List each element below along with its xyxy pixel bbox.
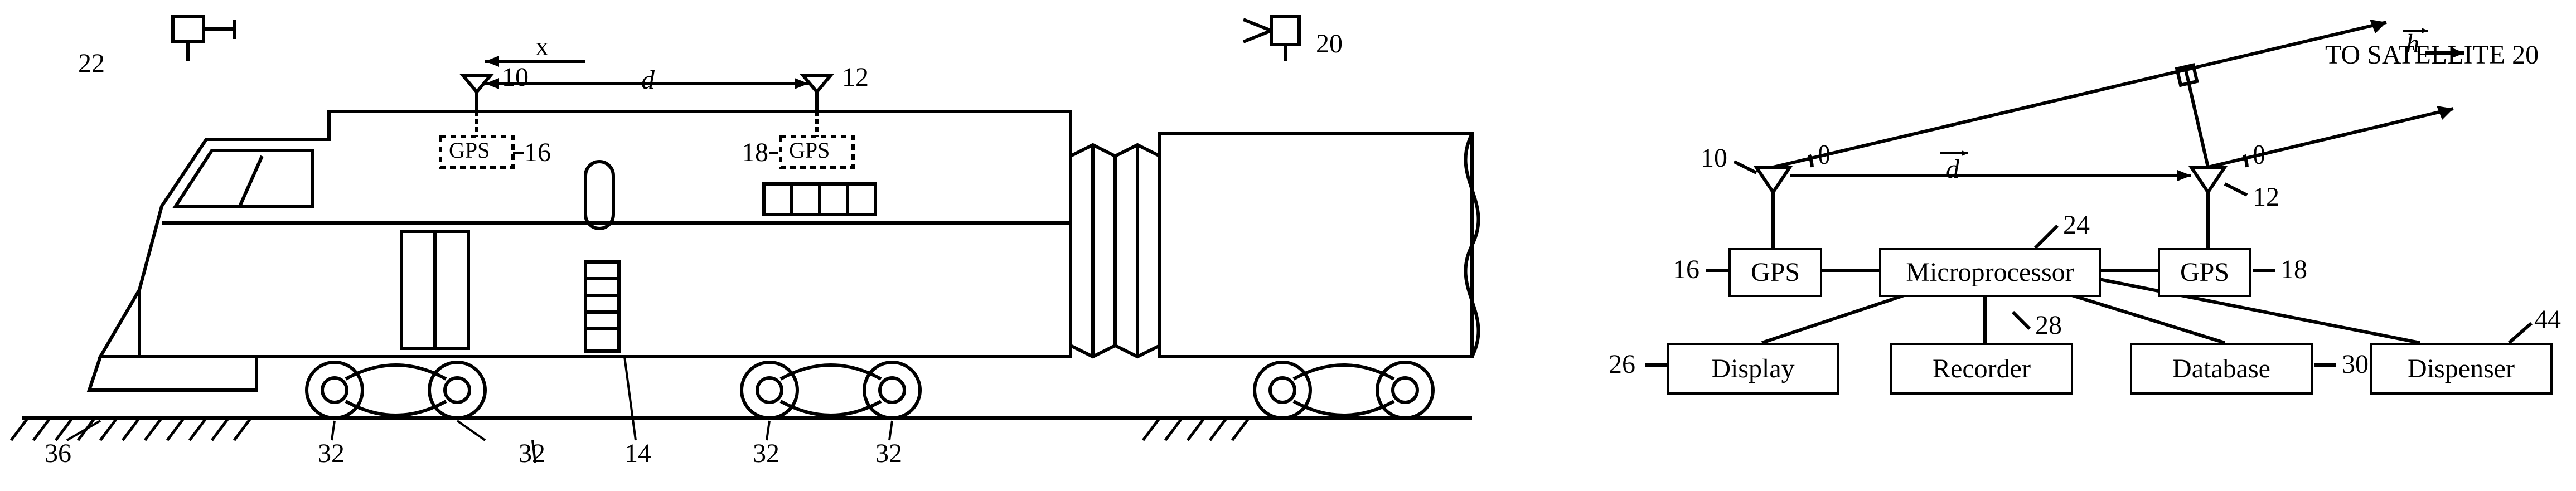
label-d-vec: d — [1946, 156, 1959, 183]
label-ant-right-ref: 12 — [2253, 184, 2279, 211]
label-theta-left: θ — [1818, 142, 1831, 169]
database-box: Database — [2130, 343, 2313, 395]
label-gps-right-ref2: 18 — [2280, 256, 2307, 283]
label-dispenser-ref: 44 — [2534, 307, 2561, 333]
label-display-ref: 26 — [1609, 351, 1635, 378]
label-micro-ref: 24 — [2063, 212, 2090, 239]
label-theta-right: θ — [2253, 142, 2265, 169]
gps-right-box: GPS — [2158, 248, 2251, 297]
block-diagram — [0, 0, 2576, 491]
microprocessor-box: Microprocessor — [1879, 248, 2101, 297]
label-gps-left-ref2: 16 — [1673, 256, 1699, 283]
display-box: Display — [1667, 343, 1839, 395]
label-h-vec: h — [2406, 31, 2419, 57]
label-to-satellite: TO SATELLITE 20 — [2325, 42, 2539, 69]
gps-left-box: GPS — [1728, 248, 1822, 297]
label-database-ref: 30 — [2342, 351, 2369, 378]
dispenser-box: Dispenser — [2370, 343, 2553, 395]
label-recorder-ref: 28 — [2035, 312, 2062, 339]
label-ant-left-ref: 10 — [1701, 145, 1727, 172]
recorder-box: Recorder — [1890, 343, 2073, 395]
